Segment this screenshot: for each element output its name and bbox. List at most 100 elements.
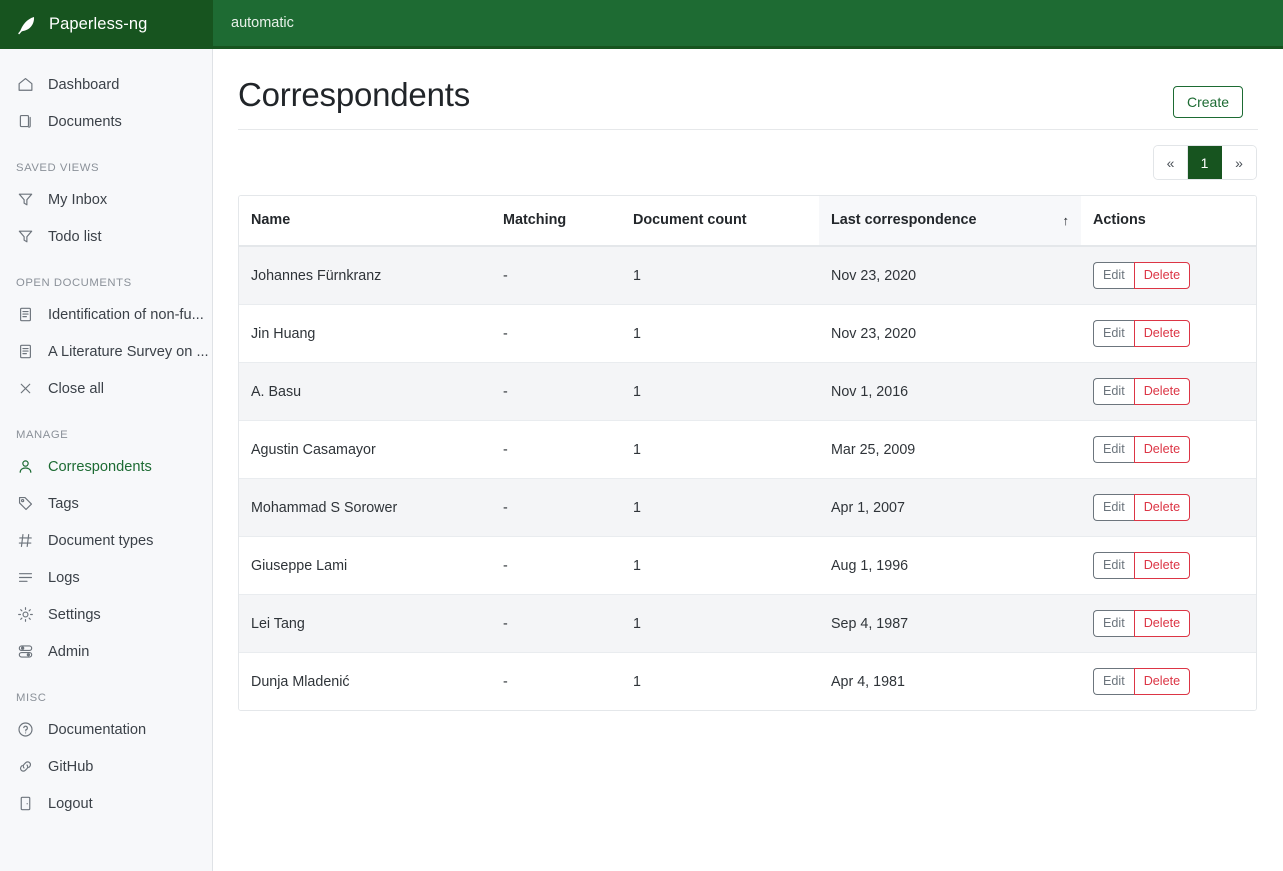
page-header: Correspondents Create [214,49,1283,119]
correspondent-name: Dunja Mladenić [239,652,491,711]
correspondent-name: Giuseppe Lami [239,536,491,596]
delete-button[interactable]: Delete [1133,668,1191,696]
correspondents-table: Name Matching Document count Last correspon… [239,196,1256,711]
edit-button[interactable]: Edit [1093,610,1134,638]
edit-button[interactable]: Edit [1093,668,1134,696]
column-header-last-correspondence[interactable]: Last correspondence ↑ [819,196,1081,248]
column-header-document-count[interactable]: Document count [621,196,819,248]
hash-icon [16,532,34,550]
sidebar-item-logs[interactable]: Logs [0,559,212,596]
correspondent-name: Johannes Fürnkranz [239,246,491,306]
correspondent-last-correspondence: Nov 23, 2020 [819,304,1081,364]
sidebar-item-dashboard[interactable]: Dashboard [0,66,212,103]
sidebar-item-label: Documents [48,113,122,130]
sidebar-item-label: Documentation [48,721,147,738]
table-row: Mohammad S Sorower -1 Apr 1, 2007 Edit Delet… [239,478,1256,538]
sidebar-item-a-literature-survey-on[interactable]: A Literature Survey on ... [0,333,212,370]
column-header-name[interactable]: Name [239,196,491,248]
table-row: Lei Tang -1 Sep 4, 1987 Edit Delete [239,594,1256,654]
column-header-actions[interactable]: Actions [1081,196,1256,248]
sidebar-item-todo-list[interactable]: Todo list [0,218,212,255]
correspondent-name: Agustin Casamayor [239,420,491,480]
table-row: Jin Huang -1 Nov 23, 2020 Edit Delete [239,304,1256,364]
sidebar-item-admin[interactable]: Admin [0,633,212,670]
question-circle-icon [16,721,34,739]
link-icon [16,758,34,776]
correspondent-document-count: 1 [621,362,819,422]
edit-button[interactable]: Edit [1093,552,1134,580]
pagination-row: «1» [214,130,1283,181]
row-action-group: Edit Delete [1093,436,1191,464]
brand-title: Paperless-ng [49,15,148,33]
edit-button[interactable]: Edit [1093,320,1134,348]
correspondent-matching: - [491,478,621,538]
delete-button[interactable]: Delete [1133,494,1191,522]
sidebar-item-correspondents[interactable]: Correspondents [0,448,212,485]
sidebar-item-my-inbox[interactable]: My Inbox [0,181,212,218]
sidebar-item-label: GitHub [48,758,94,775]
row-action-group: Edit Delete [1093,668,1191,696]
edit-button[interactable]: Edit [1093,262,1134,290]
correspondent-document-count: 1 [621,652,819,711]
sidebar-item-documents[interactable]: Documents [0,103,212,140]
sidebar-section-label: MANAGE [16,429,69,441]
home-icon [16,76,34,94]
sidebar-item-settings[interactable]: Settings [0,596,212,633]
sidebar-item-label: Tags [48,495,79,512]
edit-button[interactable]: Edit [1093,378,1134,406]
correspondent-matching: - [491,420,621,480]
pagination-page-1[interactable]: 1 [1188,146,1222,180]
edit-button[interactable]: Edit [1093,436,1134,464]
correspondent-document-count: 1 [621,594,819,654]
table-head: Name Matching Document count Last correspon… [239,196,1256,248]
sidebar-item-logout[interactable]: Logout [0,785,212,822]
sidebar-item-label: My Inbox [48,191,108,208]
correspondent-last-correspondence: Aug 1, 1996 [819,536,1081,596]
row-actions-cell: Edit Delete [1081,594,1256,654]
delete-button[interactable]: Delete [1133,436,1191,464]
delete-button[interactable]: Delete [1133,610,1191,638]
delete-button[interactable]: Delete [1133,320,1191,348]
sidebar-item-label: Admin [48,643,90,660]
delete-button[interactable]: Delete [1133,262,1191,290]
correspondent-last-correspondence: Nov 23, 2020 [819,246,1081,306]
person-icon [16,458,34,476]
sidebar-item-label: Dashboard [48,76,120,93]
brand-area[interactable]: Paperless-ng [0,0,213,49]
correspondent-document-count: 1 [621,478,819,538]
sidebar-item-close-all[interactable]: Close all [0,370,212,407]
correspondent-matching: - [491,246,621,306]
sidebar-item-documentation[interactable]: Documentation [0,711,212,748]
sidebar-item-label: A Literature Survey on ... [48,343,209,360]
correspondents-table-container: Name Matching Document count Last correspon… [238,195,1257,712]
sidebar-item-github[interactable]: GitHub [0,748,212,785]
correspondent-name: Jin Huang [239,304,491,364]
delete-button[interactable]: Delete [1133,552,1191,580]
correspondent-name: A. Basu [239,362,491,422]
edit-button[interactable]: Edit [1093,494,1134,522]
pagination: «1» [1153,145,1257,181]
sidebar-item-tags[interactable]: Tags [0,485,212,522]
correspondent-name: Mohammad S Sorower [239,478,491,538]
correspondent-last-correspondence: Nov 1, 2016 [819,362,1081,422]
row-actions-cell: Edit Delete [1081,652,1256,711]
tag-icon [16,495,34,513]
leaf-icon [16,14,38,36]
table-body: Johannes Fürnkranz -1 Nov 23, 2020 Edit Dele… [239,246,1256,711]
pagination-prev[interactable]: « [1154,146,1188,180]
sidebar-item-document-types[interactable]: Document types [0,522,212,559]
correspondent-last-correspondence: Sep 4, 1987 [819,594,1081,654]
table-row: Agustin Casamayor -1 Mar 25, 2009 Edit Delet… [239,420,1256,480]
sidebar-item-identification-of-non-fu[interactable]: Identification of non-fu... [0,296,212,333]
column-header-label: Document count [633,212,747,229]
gear-icon [16,606,34,624]
delete-button[interactable]: Delete [1133,378,1191,406]
correspondent-document-count: 1 [621,420,819,480]
sidebar-item-label: Document types [48,532,154,549]
column-header-label: Name [251,212,291,229]
create-button[interactable]: Create [1172,86,1243,119]
sidebar-item-label: Settings [48,606,101,623]
pagination-next[interactable]: » [1222,146,1256,180]
column-header-matching[interactable]: Matching [491,196,621,248]
row-action-group: Edit Delete [1093,262,1191,290]
